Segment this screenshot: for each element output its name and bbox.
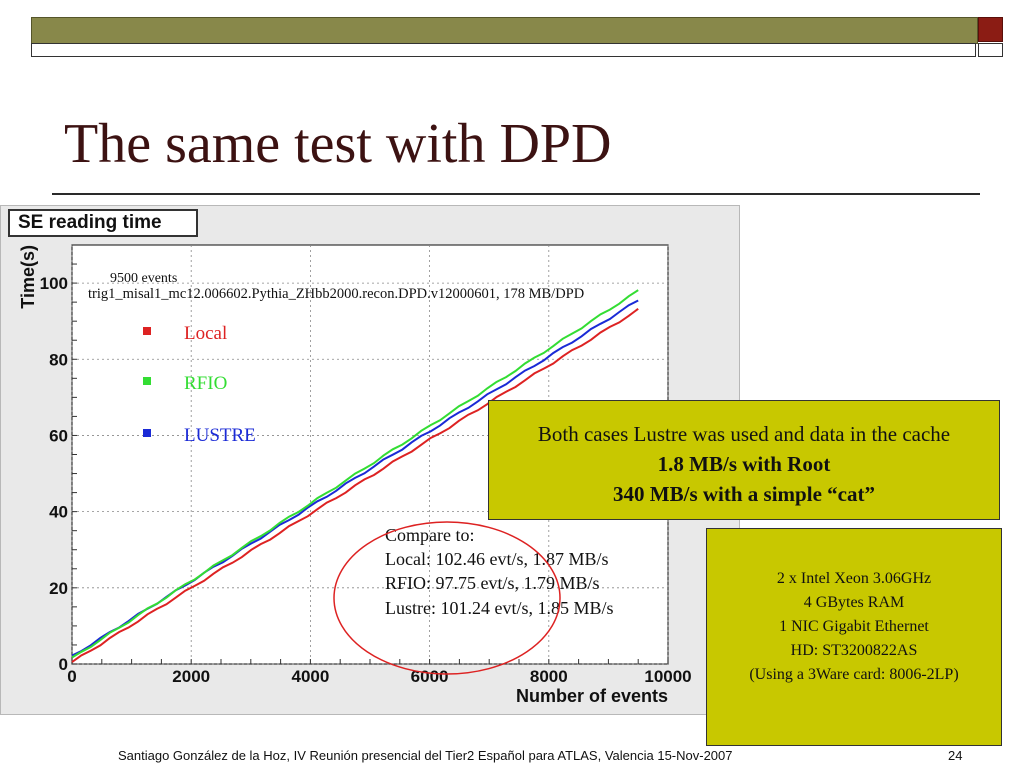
slide-title: The same test with DPD (64, 113, 612, 175)
legend-marker-local (143, 327, 151, 335)
y-tick-label: 20 (49, 579, 68, 598)
note-box: Both cases Lustre was used and data in t… (488, 400, 1000, 520)
x-tick-label: 4000 (291, 667, 329, 686)
spec-raid-card: (Using a 3Ware card: 8006-2LP) (749, 666, 959, 683)
y-tick-label: 100 (40, 274, 68, 293)
legend-label-local: Local (184, 323, 227, 344)
compare-line: RFIO: 97.75 evt/s, 1.79 MB/s (385, 573, 600, 593)
spec-cpu: 2 x Intel Xeon 3.06GHz (776, 570, 932, 587)
y-tick-label: 60 (49, 426, 68, 445)
chart-title: SE reading time (8, 209, 198, 237)
x-axis-label: Number of events (516, 686, 668, 706)
x-tick-label: 8000 (530, 667, 568, 686)
compare-line: Local: 102.46 evt/s, 1.87 MB/s (385, 549, 609, 569)
series-line-local (71, 307, 639, 663)
legend-marker-rfio (143, 377, 151, 385)
x-tick-label: 2000 (172, 667, 210, 686)
note-line-3: 340 MB/s with a simple “cat” (489, 479, 999, 509)
x-tick-label: 6000 (411, 667, 449, 686)
compare-line: Lustre: 101.24 evt/s, 1.85 MB/s (385, 598, 614, 618)
highlight-ellipse (333, 521, 561, 675)
page-number: 24 (948, 748, 963, 763)
note-line-3-text: 340 MB/s with a simple “cat” (613, 482, 875, 506)
x-tick-label: 0 (67, 667, 76, 686)
title-divider (52, 193, 980, 195)
annotation-event-count: 9500 events (110, 271, 177, 286)
x-tick-label: 10000 (644, 667, 691, 686)
y-tick-label: 0 (59, 655, 68, 674)
spec-ram: 4 GBytes RAM (803, 594, 905, 611)
series-line-rfio (71, 289, 639, 659)
legend-label-rfio: RFIO (184, 373, 227, 394)
note-line-2: 1.8 MB/s with Root (489, 449, 999, 479)
corner-square-white (978, 43, 1003, 57)
top-decor-strip (31, 43, 976, 57)
spec-nic: 1 NIC Gigabit Ethernet (779, 618, 929, 635)
legend-marker-lustre (143, 429, 151, 437)
hardware-specs-box: 2 x Intel Xeon 3.06GHz 4 GBytes RAM 1 NI… (706, 528, 1002, 746)
footer-text: Santiago González de la Hoz, IV Reunión … (118, 748, 733, 763)
spec-hd: HD: ST3200822AS (790, 642, 918, 659)
legend-label-lustre: LUSTRE (184, 425, 256, 446)
note-line-2-text: 1.8 MB/s with Root (657, 452, 831, 476)
y-tick-label: 40 (49, 503, 68, 522)
compare-heading: Compare to: (385, 525, 474, 545)
corner-square-red (978, 17, 1003, 42)
note-line-1: Both cases Lustre was used and data in t… (537, 422, 951, 446)
y-tick-label: 80 (49, 350, 68, 369)
annotation-dataset: trig1_misal1_mc12.006602.Pythia_ZHbb2000… (88, 286, 584, 302)
y-axis-label: Time(s) (18, 245, 38, 309)
